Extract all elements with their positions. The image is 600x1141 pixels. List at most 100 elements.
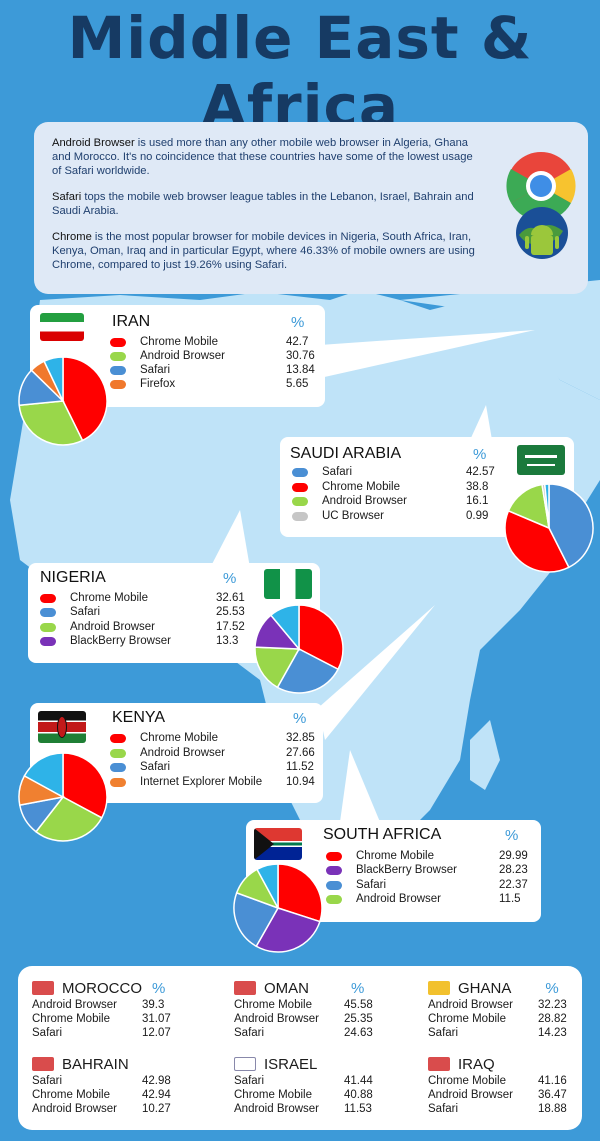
- legend-value: 11.5: [499, 893, 521, 905]
- ghana-block: GHANA% Android Browser 32.23 Chrome Mobil…: [428, 978, 588, 1040]
- browser-value: 11.53: [344, 1103, 372, 1115]
- browser-label: Chrome Mobile: [234, 999, 312, 1011]
- legend-value: 32.61: [216, 592, 245, 604]
- legend-value: 28.23: [499, 864, 528, 876]
- nigeria-pie-chart: [254, 604, 344, 694]
- browser-value: 45.58: [344, 999, 373, 1011]
- browser-label: Android Browser: [428, 999, 514, 1011]
- browser-value: 31.07: [142, 1013, 171, 1025]
- saudi-card: SAUDI ARABIA % Safari 42.57 Chrome Mobil…: [280, 437, 574, 537]
- legend-value: 13.3: [216, 635, 239, 647]
- nigeria-flag: [264, 569, 312, 599]
- browser-label: Chrome Mobile: [428, 1075, 506, 1087]
- intro-keyword: Chrome: [52, 231, 92, 243]
- legend-label: Internet Explorer Mobile: [140, 776, 263, 788]
- saudi-flag: [517, 445, 565, 475]
- pie-slice: [507, 483, 550, 530]
- browser-value: 32.23: [538, 999, 567, 1011]
- android-globe-icon: [516, 207, 568, 259]
- legend-swatch: [40, 622, 56, 632]
- percent-header: %: [223, 570, 237, 587]
- legend-swatch: [110, 762, 126, 772]
- pie-slice: [254, 646, 301, 689]
- browser-value: 28.82: [538, 1013, 567, 1025]
- browser-label: Safari: [234, 1027, 265, 1039]
- browser-value: 42.94: [142, 1089, 171, 1101]
- kenya-pointer: [318, 605, 435, 740]
- legend-swatch: [292, 511, 308, 521]
- browser-label: Android Browser: [32, 1103, 118, 1115]
- intro-paragraph-safari: Safari tops the mobile web browser leagu…: [52, 190, 478, 218]
- legend-value: 17.52: [216, 621, 245, 633]
- saudi-pointer: [470, 405, 492, 440]
- country-name: NIGERIA: [40, 569, 106, 586]
- country-name: BAHRAIN: [62, 1055, 129, 1073]
- legend-label: Android Browser: [322, 495, 408, 507]
- legend-swatch: [110, 365, 126, 375]
- legend-value: 42.7: [286, 336, 309, 348]
- morocco-flag: [32, 981, 54, 995]
- pie-slice: [43, 356, 64, 402]
- south-africa-pie-chart: [233, 863, 323, 953]
- country-name: SAUDI ARABIA: [290, 445, 402, 462]
- legend-label: Firefox: [140, 378, 176, 390]
- intro-paragraph-android: Android Browser is used more than any ot…: [52, 136, 478, 178]
- bahrain-flag: [32, 1057, 54, 1071]
- legend-label: Chrome Mobile: [140, 336, 218, 348]
- legend-label: Chrome Mobile: [356, 850, 434, 862]
- legend-label: Chrome Mobile: [140, 732, 218, 744]
- pie-slice: [298, 604, 344, 671]
- legend-swatch: [40, 607, 56, 617]
- browser-value: 24.63: [344, 1027, 373, 1039]
- legend-swatch: [110, 748, 126, 758]
- legend-label: Safari: [70, 606, 101, 618]
- legend-label: Android Browser: [356, 893, 442, 905]
- legend-value: 5.65: [286, 378, 309, 390]
- pie-slice: [233, 891, 280, 948]
- kenya-pie-chart: [18, 752, 108, 842]
- legend-label: Android Browser: [70, 621, 156, 633]
- legend-swatch: [110, 733, 126, 743]
- legend-label: Safari: [140, 761, 171, 773]
- legend-value: 29.99: [499, 850, 528, 862]
- country-name: MOROCCO: [62, 979, 142, 997]
- legend-value: 11.52: [286, 761, 314, 773]
- legend-value: 13.84: [286, 364, 315, 376]
- small-countries-panel: MOROCCO% Android Browser 39.3 Chrome Mobi…: [18, 966, 582, 1130]
- legend-swatch: [110, 337, 126, 347]
- south-africa-pointer: [340, 750, 380, 822]
- browser-value: 41.44: [344, 1075, 373, 1087]
- pie-slice: [276, 648, 340, 694]
- country-name: ISRAEL: [264, 1055, 318, 1073]
- legend-value: 10.94: [286, 776, 315, 788]
- browser-value: 12.07: [142, 1027, 171, 1039]
- legend-value: 22.37: [499, 879, 528, 891]
- percent-header: %: [351, 979, 365, 997]
- legend-swatch: [292, 467, 308, 477]
- browser-value: 39.3: [142, 999, 165, 1011]
- legend-swatch: [40, 593, 56, 603]
- browser-label: Safari: [32, 1075, 63, 1087]
- legend-label: Safari: [322, 466, 353, 478]
- browser-value: 25.35: [344, 1013, 373, 1025]
- intro-panel: Android Browser is used more than any ot…: [34, 122, 588, 294]
- israel-flag: [234, 1057, 256, 1071]
- browser-label: Android Browser: [428, 1089, 514, 1101]
- browser-value: 14.23: [538, 1027, 567, 1039]
- iran-pie-chart: [18, 356, 108, 446]
- percent-header: %: [473, 446, 487, 463]
- browser-value: 41.16: [538, 1075, 567, 1087]
- legend-value: 0.99: [466, 510, 489, 522]
- country-name: OMAN: [264, 979, 309, 997]
- intro-keyword: Safari: [52, 191, 82, 203]
- legend-swatch: [292, 496, 308, 506]
- oman-flag: [234, 981, 256, 995]
- browser-label: Chrome Mobile: [32, 1013, 110, 1025]
- israel-block: ISRAEL Safari 41.44 Chrome Mobile 40.88 An…: [234, 1054, 394, 1116]
- intro-text: tops the mobile web browser league table…: [52, 191, 474, 217]
- percent-header: %: [291, 314, 305, 331]
- pie-slice: [543, 483, 550, 529]
- intro-text: is used more than any other mobile web b…: [52, 137, 473, 177]
- legend-label: Chrome Mobile: [322, 481, 400, 493]
- legend-swatch: [110, 777, 126, 787]
